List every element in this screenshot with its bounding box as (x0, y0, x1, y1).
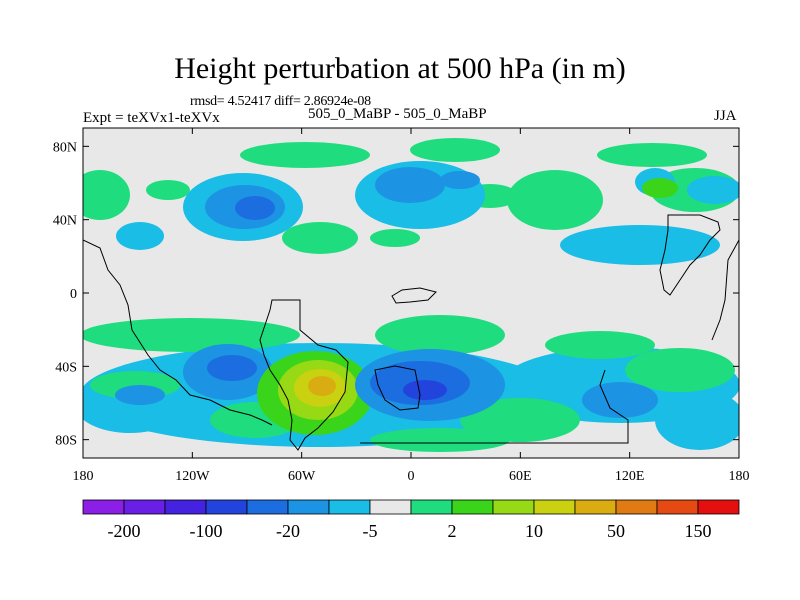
stats-line: rmsd= 4.52417 diff= 2.86924e-08 (190, 94, 371, 109)
colorbar-swatch (574, 499, 617, 515)
coast-antarctica (360, 369, 629, 444)
contour-sh-low-3 (403, 380, 447, 400)
y-tick-label: 40S (55, 360, 77, 375)
colorbar-label: 10 (525, 521, 543, 541)
coast-island (391, 287, 437, 304)
colorbar-swatch (451, 499, 494, 515)
coast-east-2 (711, 239, 739, 341)
contour-sh-green-8 (370, 428, 510, 452)
x-tick-label: 180 (729, 469, 750, 484)
colorbar-swatch (287, 499, 330, 515)
season-label: JJA (714, 108, 737, 124)
contour-nh-cyan-5 (687, 176, 739, 204)
colorbar-label: -100 (190, 521, 223, 541)
x-tick-label: 120E (615, 469, 645, 484)
colorbar-swatch (410, 499, 453, 515)
colorbar-swatch (82, 499, 125, 515)
colorbar-labels: -200 -100 -20 -5 2 10 50 150 (108, 521, 712, 541)
contour-sh-green-4 (625, 348, 735, 392)
y-tick-label: 40N (53, 214, 77, 229)
contour-sh-green-1 (83, 318, 300, 352)
contour-nh-green-1 (240, 142, 370, 168)
coast-east (659, 214, 721, 296)
colorbar-swatch (328, 499, 371, 515)
contour-sh-blue-2 (207, 355, 257, 381)
contour-nh-blue-2 (235, 196, 275, 220)
contour-sh-high-4 (308, 376, 336, 396)
y-tick-label: 80N (53, 140, 77, 155)
contour-nh-cyan-2 (116, 222, 164, 250)
colorbar-swatch (615, 499, 658, 515)
colorbar-swatch (492, 499, 535, 515)
x-tick-label: 60E (509, 469, 532, 484)
contour-sh-green-2 (375, 315, 505, 355)
coastlines (83, 214, 739, 451)
contour-nh-blue-3 (375, 167, 445, 203)
contour-sh-green-6 (460, 398, 580, 442)
x-tick-label: 180 (73, 469, 94, 484)
colorbar-swatch (656, 499, 699, 515)
colorbar-swatch (369, 499, 412, 515)
x-tick-label: 0 (408, 469, 415, 484)
colorbar (82, 499, 740, 515)
contour-nh-green-6 (597, 143, 707, 167)
contour-nh-blue-4 (440, 171, 480, 189)
contour-nh-green-2 (83, 170, 130, 220)
x-axis: 180 120W 60W 0 60E 120E 180 (73, 128, 750, 484)
contour-sh-green-3 (545, 331, 655, 359)
contour-nh-green-8 (410, 138, 500, 162)
colorbar-label: -200 (108, 521, 141, 541)
contour-sh-blue-4 (115, 385, 165, 405)
contour-fills (83, 138, 739, 452)
colorbar-label: -5 (363, 521, 378, 541)
coast-africa (374, 365, 421, 411)
y-tick-label: 0 (70, 287, 77, 302)
contour-nh-green-10 (370, 229, 420, 247)
contour-nh-green-4 (282, 222, 358, 254)
case-label: 505_0_MaBP - 505_0_MaBP (308, 106, 487, 122)
coast-west (83, 239, 273, 426)
y-tick-label: 80S (55, 434, 77, 449)
coast-south-america (259, 299, 349, 451)
contour-nh-green-5 (507, 170, 603, 230)
y-axis: 80N 40N 0 40S 80S (53, 140, 739, 449)
colorbar-swatch (164, 499, 207, 515)
x-tick-label: 60W (288, 469, 316, 484)
contour-sh-cyan-belt-4 (655, 390, 739, 450)
experiment-label: Expt = teXVx1-teXVx (83, 110, 220, 126)
colorbar-label: 150 (685, 521, 712, 541)
x-tick-label: 120W (175, 469, 210, 484)
colorbar-swatch (123, 499, 166, 515)
contour-nh-green-11 (642, 178, 678, 198)
contour-sh-blue-3 (582, 382, 658, 418)
colorbar-swatch (533, 499, 576, 515)
contour-nh-green-3 (146, 180, 190, 200)
colorbar-label: 50 (607, 521, 625, 541)
colorbar-swatch (246, 499, 289, 515)
chart-title: Height perturbation at 500 hPa (in m) (174, 52, 626, 85)
colorbar-swatch (697, 499, 740, 515)
colorbar-label: -20 (276, 521, 300, 541)
contour-nh-cyan-4 (560, 225, 720, 265)
colorbar-label: 2 (448, 521, 457, 541)
colorbar-swatch (205, 499, 248, 515)
